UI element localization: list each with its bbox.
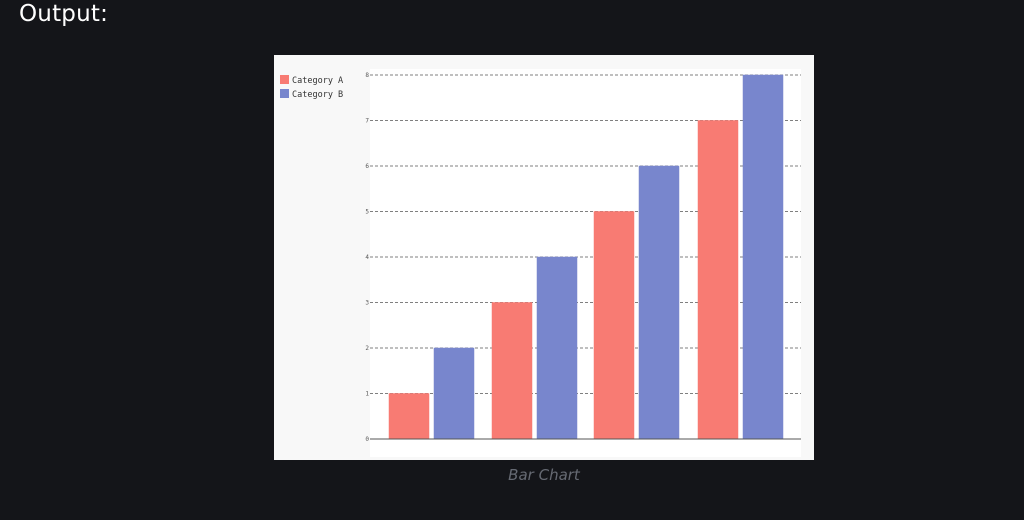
output-heading: Output: <box>19 1 109 27</box>
bar-category-a <box>388 393 430 440</box>
bar-category-b <box>536 256 578 440</box>
bar-chart-card: 0 1 2 3 4 5 6 7 8 Category A Category B <box>274 55 814 460</box>
y-tick-label: 5 <box>365 209 369 216</box>
y-tick-label: 7 <box>365 118 369 125</box>
chart-caption: Bar Chart <box>508 466 580 484</box>
y-tick-label: 3 <box>365 300 369 307</box>
legend-swatch <box>280 89 289 98</box>
bar-category-a <box>491 302 533 440</box>
legend-swatch <box>280 75 289 84</box>
legend-label: Category B <box>292 90 343 100</box>
bar-category-b <box>742 74 784 440</box>
y-tick-label: 2 <box>365 345 369 352</box>
bars <box>388 74 784 440</box>
bar-category-b <box>638 165 680 440</box>
y-tick-label: 6 <box>365 163 369 170</box>
bar-category-a <box>697 120 739 440</box>
y-tick-label: 1 <box>365 391 369 398</box>
legend: Category A Category B <box>280 75 343 100</box>
bar-category-b <box>433 347 475 440</box>
y-axis-ticks: 0 1 2 3 4 5 6 7 8 <box>365 72 369 443</box>
legend-label: Category A <box>292 76 343 86</box>
bar-chart: 0 1 2 3 4 5 6 7 8 Category A Category B <box>280 69 801 457</box>
y-tick-label: 0 <box>365 436 369 443</box>
y-tick-label: 8 <box>365 72 369 79</box>
y-tick-label: 4 <box>365 254 369 261</box>
bar-category-a <box>593 211 635 440</box>
